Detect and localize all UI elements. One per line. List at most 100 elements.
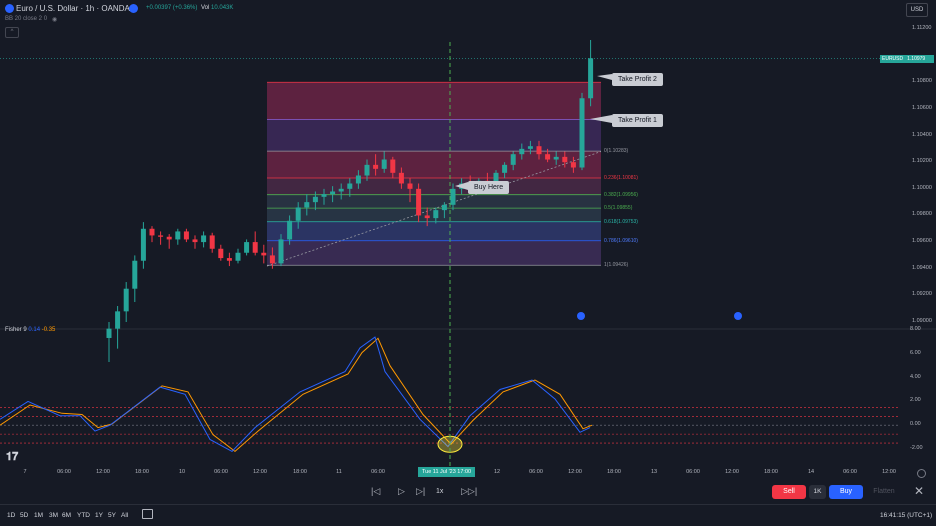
chart-canvas[interactable] bbox=[0, 40, 936, 482]
candle-body bbox=[536, 146, 542, 155]
candle-body bbox=[527, 146, 533, 149]
timeframe-button[interactable]: 1M bbox=[34, 512, 44, 519]
time-tick: 06:00 bbox=[686, 469, 700, 475]
price-tick: 1.09800 bbox=[912, 211, 932, 218]
price-axis[interactable]: 1.11200 1.10800 1.10600 1.10400 1.10200 1.100… bbox=[900, 25, 936, 330]
candle-body bbox=[295, 207, 301, 221]
chart-header: Euro / U.S. Dollar · 1h · OANDA +0.00397… bbox=[0, 0, 928, 40]
tp2-pointer bbox=[597, 74, 612, 80]
fib-level-label: 0.786(1.09610) bbox=[604, 237, 638, 244]
fisher-name: Fisher 9 bbox=[5, 327, 27, 333]
price-tick: 1.10000 bbox=[912, 184, 932, 191]
candle-body bbox=[519, 148, 525, 155]
last-price-badge: EURUSD 1.10979 bbox=[880, 55, 934, 63]
candle-body bbox=[407, 183, 413, 189]
candle-body bbox=[149, 228, 155, 236]
flatten-button[interactable]: Flatten bbox=[873, 488, 895, 495]
take-profit-2-label[interactable]: Take Profit 2 bbox=[612, 73, 663, 86]
clock[interactable]: 16:41:15 (UTC+1) bbox=[880, 512, 933, 519]
timeframe-button[interactable]: 5Y bbox=[108, 512, 116, 519]
fisher-line bbox=[0, 336, 591, 453]
eye-icon[interactable]: ◉ bbox=[52, 17, 58, 23]
collapse-button[interactable]: ^ bbox=[5, 27, 19, 38]
candle-body bbox=[450, 188, 456, 205]
calendar-icon[interactable] bbox=[142, 509, 153, 519]
buy-button[interactable]: Buy bbox=[829, 485, 863, 499]
candle-body bbox=[140, 228, 146, 261]
step-forward-icon[interactable]: ▷| bbox=[416, 486, 426, 496]
fib-band bbox=[267, 221, 601, 241]
trigger-value: -0.35 bbox=[41, 327, 56, 333]
candle-body bbox=[218, 248, 224, 259]
candle-body bbox=[166, 236, 172, 240]
time-axis[interactable]: 7 06:00 12:00 18:00 10 06:00 12:00 18:00 11 06:00… bbox=[0, 467, 900, 479]
sell-button[interactable]: Sell bbox=[772, 485, 806, 499]
time-tick: 06:00 bbox=[371, 469, 385, 475]
timeframe-button[interactable]: All bbox=[121, 512, 129, 519]
candle-body bbox=[321, 194, 327, 197]
time-tick: 12:00 bbox=[725, 469, 739, 475]
price-tick: 1.09200 bbox=[912, 291, 932, 298]
candle-body bbox=[364, 164, 370, 176]
fisher-tick: -2.00 bbox=[910, 445, 923, 451]
candle-body bbox=[123, 288, 129, 312]
candle-body bbox=[278, 239, 284, 264]
fisher-tick: 2.00 bbox=[910, 397, 921, 404]
fisher-axis[interactable]: 8.00 6.00 4.00 2.00 0.00 -2.00 bbox=[905, 326, 935, 470]
candle-body bbox=[373, 164, 379, 169]
trigger-line bbox=[0, 337, 593, 453]
time-tick: 14 bbox=[807, 469, 815, 475]
candle-body bbox=[330, 191, 336, 195]
buy-pointer bbox=[455, 182, 468, 190]
candle-body bbox=[304, 202, 310, 208]
timeframe-button[interactable]: 6M bbox=[62, 512, 72, 519]
candle-body bbox=[493, 172, 499, 184]
candle-body bbox=[562, 156, 568, 163]
timeframe-button[interactable]: 5D bbox=[20, 512, 29, 519]
fib-band bbox=[267, 119, 601, 152]
fisher-legend[interactable]: Fisher 9 0.14 -0.35 bbox=[5, 327, 55, 333]
quantity-field[interactable]: 1K bbox=[809, 485, 826, 499]
candle-body bbox=[132, 260, 138, 289]
candle-body bbox=[192, 239, 198, 243]
play-icon[interactable]: ▷ bbox=[398, 486, 405, 496]
time-tick: 12:00 bbox=[882, 469, 896, 475]
market-status-icon[interactable] bbox=[129, 4, 138, 13]
timeframe-button[interactable]: 3M bbox=[49, 512, 59, 519]
fib-band bbox=[267, 82, 601, 120]
price-tick: 1.10600 bbox=[912, 104, 932, 111]
bottom-toolbar bbox=[0, 482, 936, 526]
candle-body bbox=[158, 235, 164, 237]
candle-body bbox=[269, 255, 275, 264]
candle-body bbox=[390, 159, 396, 173]
jump-start-icon[interactable]: |◁ bbox=[371, 486, 381, 496]
speed-selector[interactable]: 1x bbox=[436, 488, 444, 495]
time-tick: 18:00 bbox=[764, 469, 778, 475]
time-tick: 06:00 bbox=[214, 469, 228, 475]
tradingview-logo[interactable]: 𝟏𝟕 bbox=[6, 451, 19, 463]
candle-body bbox=[398, 172, 404, 184]
volume-readout: Vol 10.043K bbox=[201, 5, 233, 11]
time-tick: 12:00 bbox=[253, 469, 267, 475]
candle-body bbox=[347, 183, 353, 189]
candle-body bbox=[201, 235, 207, 243]
close-icon[interactable]: ✕ bbox=[914, 484, 925, 498]
timeframe-button[interactable]: 1D bbox=[7, 512, 16, 519]
time-tick: 18:00 bbox=[135, 469, 149, 475]
badge-price: 1.10979 bbox=[907, 56, 926, 62]
buy-here-label[interactable]: Buy Here bbox=[468, 181, 510, 194]
indicator-label[interactable]: BB 20 close 2 0 bbox=[5, 16, 48, 22]
time-tick: 06:00 bbox=[57, 469, 71, 475]
time-tick: 11 bbox=[336, 469, 342, 475]
timeframe-button[interactable]: YTD bbox=[77, 512, 90, 519]
jump-end-icon[interactable]: ▷▷| bbox=[461, 486, 478, 496]
volume-label: Vol bbox=[201, 5, 210, 11]
timeframe-button[interactable]: 1Y bbox=[95, 512, 103, 519]
currency-selector[interactable]: USD bbox=[906, 3, 928, 17]
fib-band bbox=[267, 178, 601, 195]
take-profit-1-label[interactable]: Take Profit 1 bbox=[612, 114, 663, 127]
symbol-title[interactable]: Euro / U.S. Dollar · 1h · OANDA bbox=[16, 4, 130, 13]
fib-zone bbox=[266, 81, 602, 267]
time-tick: 10 bbox=[178, 469, 186, 475]
settings-gear-icon[interactable] bbox=[917, 469, 926, 478]
